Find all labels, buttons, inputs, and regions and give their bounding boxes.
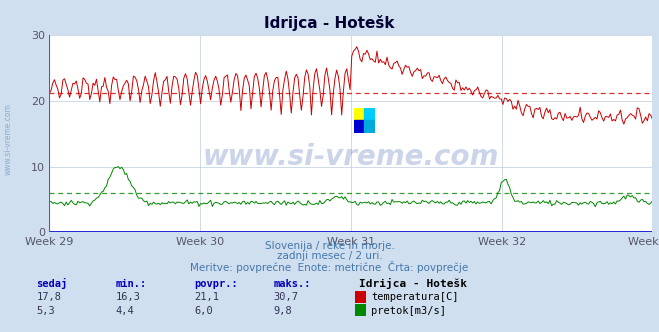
- Bar: [354, 121, 364, 133]
- Text: Idrijca - Hotešk: Idrijca - Hotešk: [264, 15, 395, 31]
- Text: maks.:: maks.:: [273, 279, 311, 289]
- Text: Idrijca - Hotešk: Idrijca - Hotešk: [359, 278, 467, 289]
- Text: 21,1: 21,1: [194, 292, 219, 302]
- Text: 9,8: 9,8: [273, 306, 292, 316]
- Bar: [354, 108, 364, 121]
- Text: temperatura[C]: temperatura[C]: [371, 292, 459, 302]
- Text: povpr.:: povpr.:: [194, 279, 238, 289]
- Text: 16,3: 16,3: [115, 292, 140, 302]
- Text: 17,8: 17,8: [36, 292, 61, 302]
- Text: min.:: min.:: [115, 279, 146, 289]
- Text: zadnji mesec / 2 uri.: zadnji mesec / 2 uri.: [277, 251, 382, 261]
- Text: sedaj: sedaj: [36, 278, 67, 289]
- Text: 6,0: 6,0: [194, 306, 213, 316]
- Text: 30,7: 30,7: [273, 292, 299, 302]
- Text: pretok[m3/s]: pretok[m3/s]: [371, 306, 446, 316]
- Bar: [364, 108, 375, 121]
- Text: Slovenija / reke in morje.: Slovenija / reke in morje.: [264, 241, 395, 251]
- Text: 4,4: 4,4: [115, 306, 134, 316]
- Text: Meritve: povprečne  Enote: metrične  Črta: povprečje: Meritve: povprečne Enote: metrične Črta:…: [190, 261, 469, 273]
- Text: www.si-vreme.com: www.si-vreme.com: [203, 143, 499, 171]
- Text: 5,3: 5,3: [36, 306, 55, 316]
- Bar: [364, 121, 375, 133]
- Text: www.si-vreme.com: www.si-vreme.com: [3, 104, 13, 175]
